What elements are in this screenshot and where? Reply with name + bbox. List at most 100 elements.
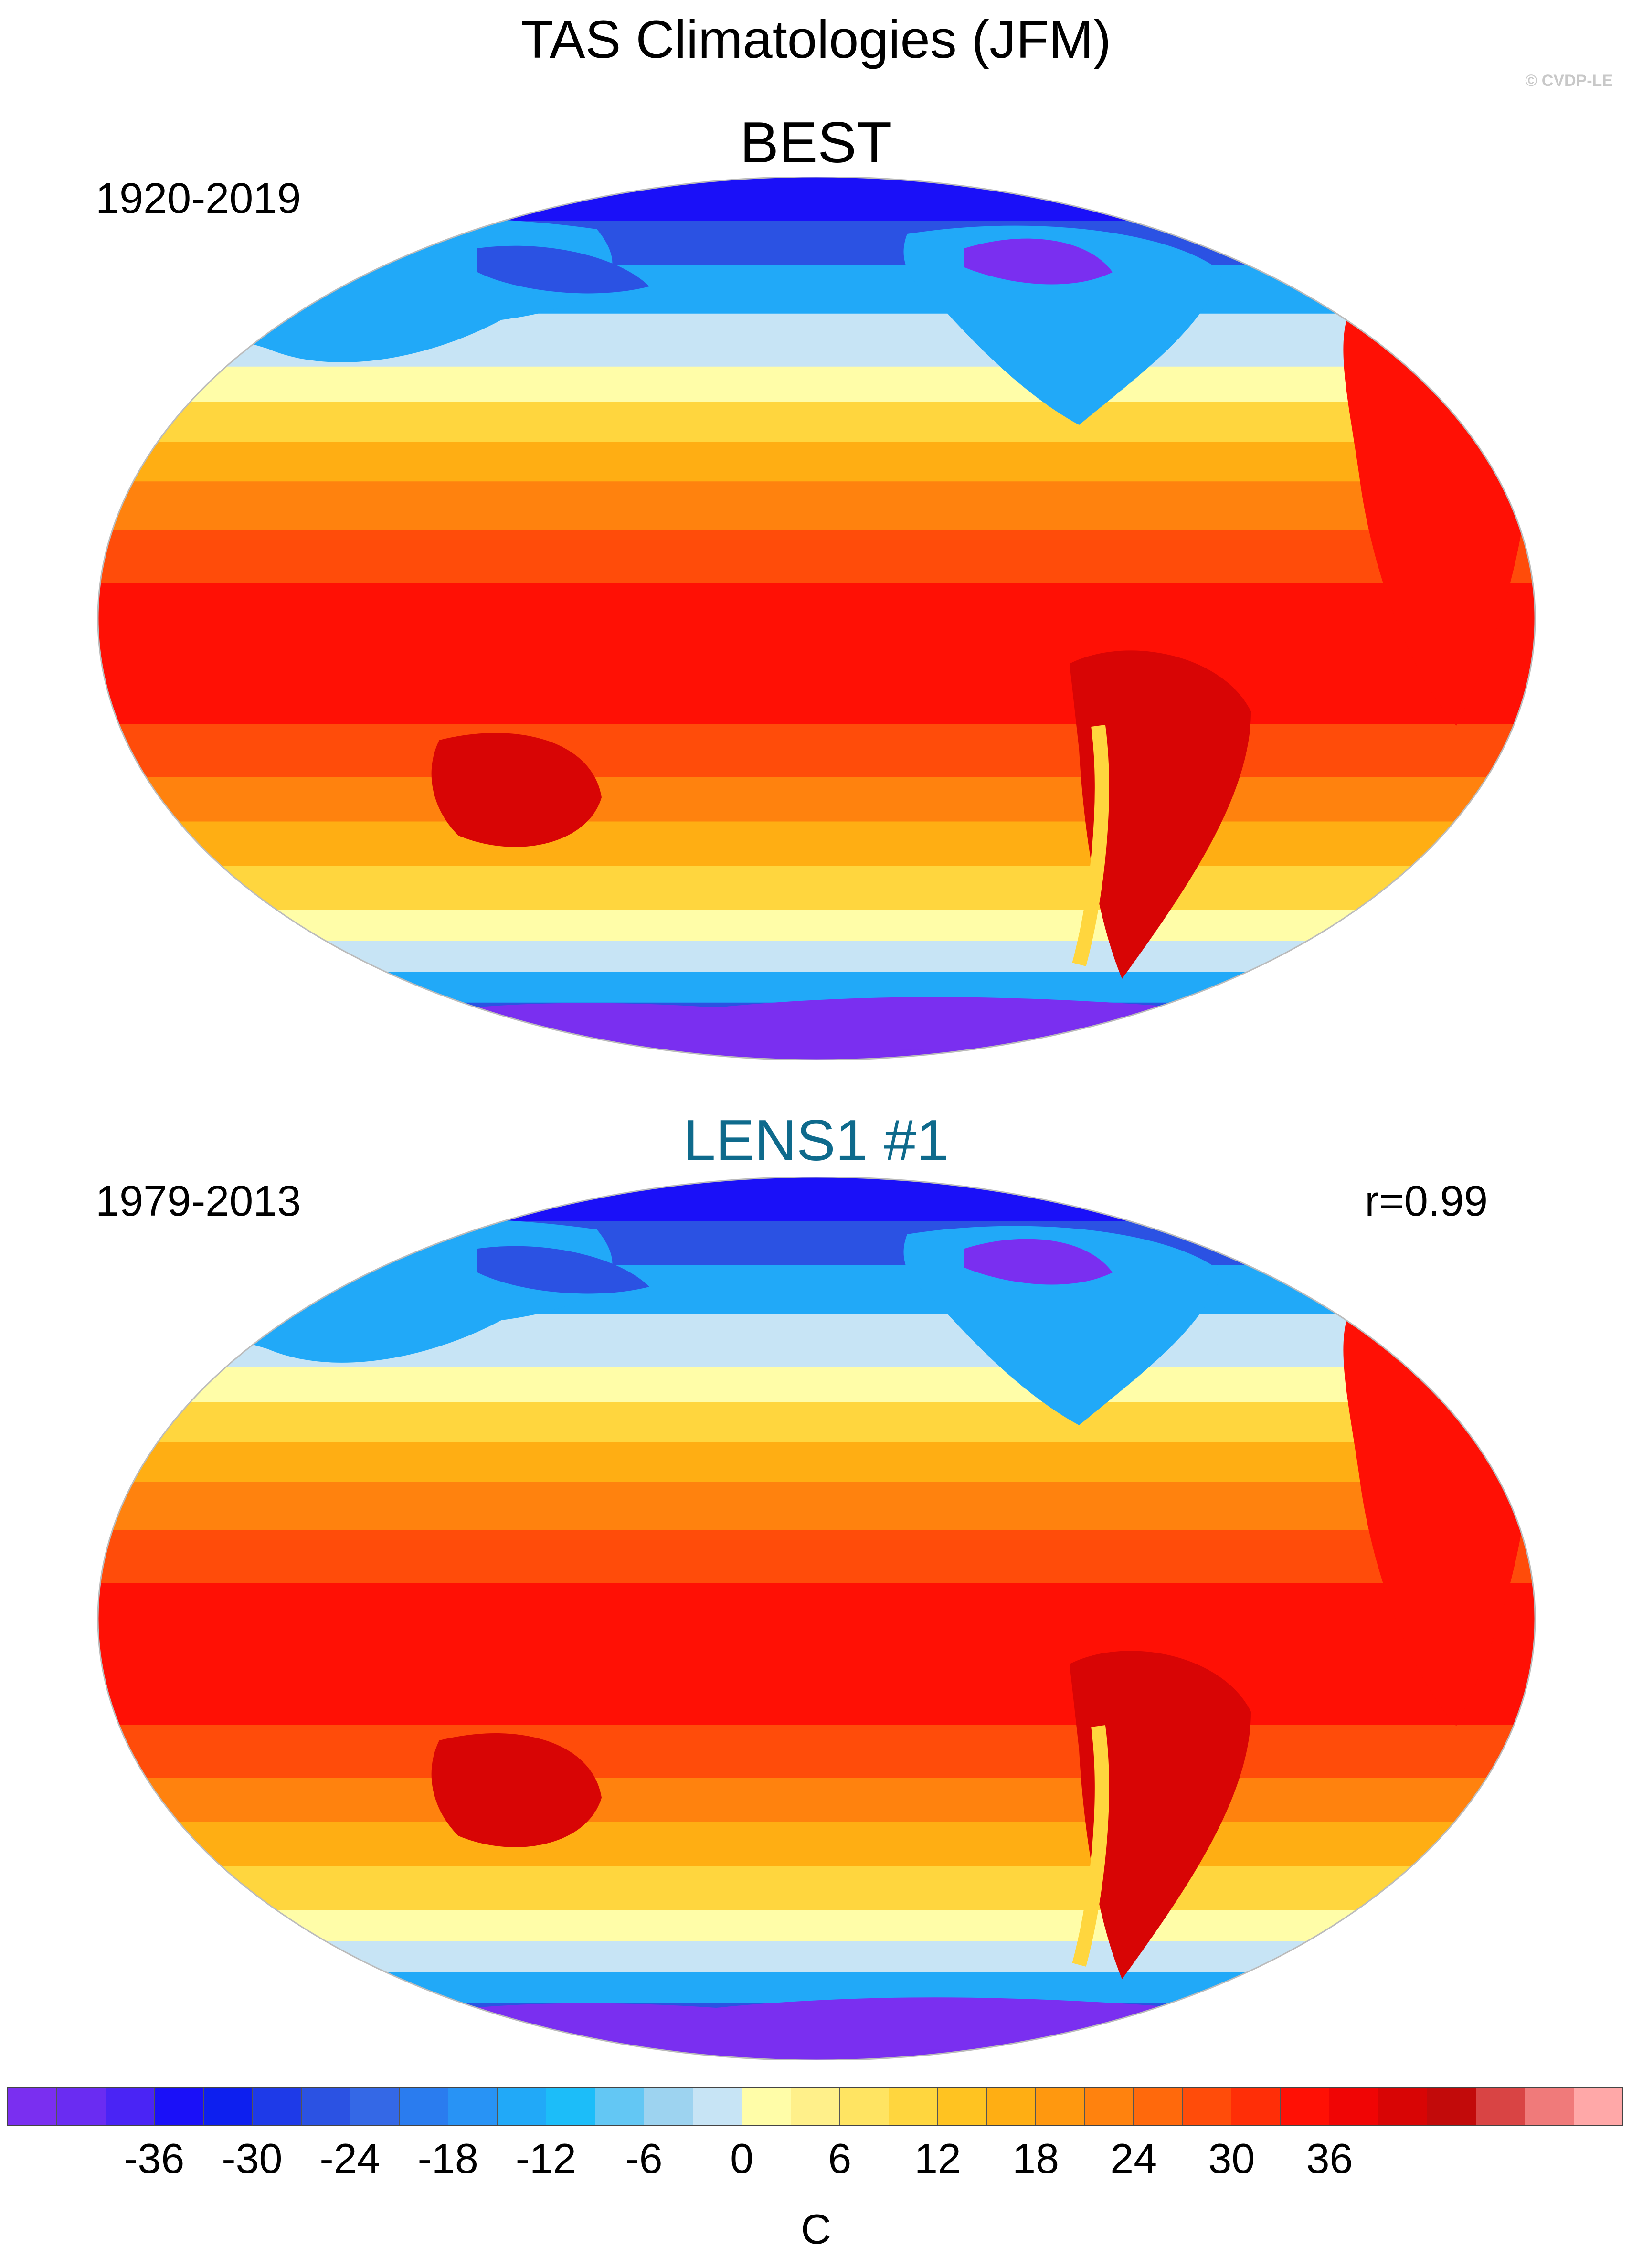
landmass-north-america — [903, 225, 1222, 425]
colorbar-swatch — [791, 2088, 840, 2125]
temperature-band — [98, 1442, 1535, 1483]
temperature-band — [98, 1367, 1535, 1403]
temperature-band — [98, 941, 1535, 972]
landmass-greenland-cold — [964, 1239, 1113, 1285]
colorbar-swatch — [155, 2088, 204, 2125]
colorbar-swatch — [8, 2088, 57, 2125]
colorbar-swatch — [1329, 2088, 1378, 2125]
temperature-band — [98, 1822, 1535, 1866]
colorbar-swatch — [1134, 2088, 1183, 2125]
panel-correlation: r=0.99 — [1365, 1177, 1488, 1225]
colorbar-swatch — [1427, 2088, 1476, 2125]
temperature-band — [98, 530, 1535, 583]
temperature-band — [98, 366, 1535, 403]
temperature-band — [98, 1177, 1535, 1222]
colorbar-tick-label: 12 — [914, 2135, 961, 2182]
map-panel-lens1 — [97, 1177, 1536, 2060]
colorbar-swatch — [1525, 2088, 1574, 2125]
temperature-band — [98, 777, 1535, 822]
temperature-band — [98, 177, 1535, 222]
temperature-band — [98, 1221, 1535, 1266]
andes-ridge — [1072, 1725, 1109, 1967]
colorbar-tick-label: 18 — [1012, 2135, 1060, 2182]
temperature-band — [98, 866, 1535, 911]
colorbar-swatch — [889, 2088, 938, 2125]
colorbar-tick-label: -30 — [222, 2135, 283, 2182]
colorbar-tick-label: 30 — [1208, 2135, 1255, 2182]
landmass-siberia — [477, 1246, 649, 1294]
temperature-band — [98, 1778, 1535, 1823]
panel-period-best: 1920-2019 — [95, 175, 301, 223]
map-panel-best — [97, 177, 1536, 1060]
temperature-band — [98, 1583, 1535, 1725]
landmass-australia — [431, 1733, 602, 1847]
colorbar-swatch — [1182, 2088, 1232, 2125]
temperature-band — [98, 1866, 1535, 1911]
figure-title: TAS Climatologies (JFM) — [520, 10, 1112, 69]
landmass-australia — [431, 733, 602, 847]
temperature-band — [98, 1482, 1535, 1531]
colorbar-swatch — [399, 2088, 449, 2125]
landmass-south-america — [1070, 1651, 1251, 1979]
colorbar-swatch — [546, 2088, 595, 2125]
colorbar-swatch — [1231, 2088, 1281, 2125]
colorbar-swatch — [253, 2088, 302, 2125]
landmass-greenland-cold — [964, 238, 1113, 285]
colorbar-swatch — [448, 2088, 498, 2125]
temperature-band — [98, 221, 1535, 265]
panel-period-lens1: 1979-2013 — [95, 1177, 301, 1225]
colorbar-swatch — [203, 2088, 253, 2125]
colorbar-swatch — [742, 2088, 791, 2125]
temperature-band — [98, 402, 1535, 442]
colorbar-swatch — [644, 2088, 693, 2125]
temperature-band — [98, 972, 1535, 1003]
colorbar-swatch — [840, 2088, 889, 2125]
colorbar-tick-label: -36 — [124, 2135, 185, 2182]
landmass-south-america — [1070, 650, 1251, 979]
colorbar-swatch — [1036, 2088, 1085, 2125]
colorbar-unit: C — [801, 2205, 831, 2253]
colorbar-swatch — [106, 2088, 155, 2125]
colorbar-swatch — [986, 2088, 1036, 2125]
temperature-band — [98, 265, 1535, 314]
colorbar-tick-label: 36 — [1306, 2135, 1353, 2182]
temperature-band — [98, 724, 1535, 778]
temperature-band — [98, 1530, 1535, 1584]
panel-title-lens1: LENS1 #1 — [683, 1108, 949, 1173]
colorbar — [7, 2087, 1623, 2126]
colorbar-tick-label: 6 — [828, 2135, 852, 2182]
colorbar-swatch — [350, 2088, 400, 2125]
colorbar-swatch — [57, 2088, 106, 2125]
colorbar-swatch — [497, 2088, 547, 2125]
colorbar-swatch — [301, 2088, 351, 2125]
colorbar-swatch — [1280, 2088, 1330, 2125]
colorbar-tick-label: -6 — [625, 2135, 663, 2182]
temperature-band — [98, 1941, 1535, 1972]
map-border — [97, 177, 1536, 1060]
colorbar-tick-label: -12 — [515, 2135, 576, 2182]
colorbar-tick-labels: -36 -30 -24 -18 -12 -6 0 6 12 18 24 30 36 — [0, 2134, 1632, 2187]
colorbar-swatch — [1476, 2088, 1526, 2125]
colorbar-tick-label: -24 — [319, 2135, 381, 2182]
colorbar-tick-label: -18 — [417, 2135, 478, 2182]
colorbar-swatch — [938, 2088, 987, 2125]
colorbar-swatch — [1574, 2088, 1622, 2125]
colorbar-tick-label: 24 — [1110, 2135, 1157, 2182]
colorbar-swatch — [1084, 2088, 1134, 2125]
temperature-band — [98, 583, 1535, 725]
temperature-band — [98, 910, 1535, 942]
temperature-band — [98, 1910, 1535, 1942]
temperature-band — [98, 442, 1535, 482]
temperature-band — [98, 1725, 1535, 1778]
colorbar-swatch — [595, 2088, 645, 2125]
andes-ridge — [1072, 725, 1109, 966]
temperature-band — [98, 821, 1535, 866]
colorbar-tick-label: 0 — [730, 2135, 754, 2182]
panel-title-best: BEST — [740, 110, 892, 175]
temperature-band — [98, 481, 1535, 530]
colorbar-swatch — [693, 2088, 742, 2125]
watermark: © CVDP-LE — [1525, 72, 1613, 90]
map-border — [97, 1177, 1536, 2060]
temperature-band — [98, 1402, 1535, 1442]
colorbar-swatch — [1378, 2088, 1428, 2125]
